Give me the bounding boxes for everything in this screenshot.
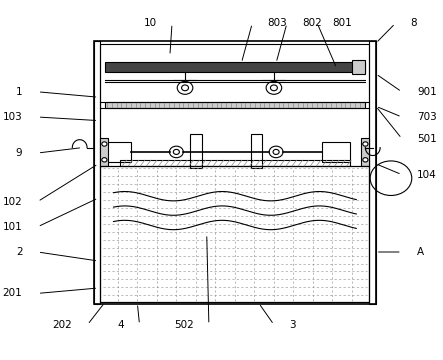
- Text: 703: 703: [417, 112, 437, 122]
- Circle shape: [363, 158, 368, 162]
- Text: 4: 4: [118, 320, 124, 330]
- Text: 3: 3: [289, 320, 296, 330]
- Circle shape: [177, 81, 193, 94]
- Bar: [101, 138, 108, 166]
- Circle shape: [273, 149, 279, 154]
- Circle shape: [182, 85, 189, 91]
- Text: 101: 101: [3, 222, 23, 232]
- Text: 202: 202: [53, 320, 72, 330]
- Text: 102: 102: [3, 197, 23, 207]
- Bar: [322, 142, 350, 162]
- Bar: [94, 41, 101, 304]
- Bar: [105, 62, 365, 72]
- Circle shape: [270, 85, 277, 91]
- Text: 103: 103: [3, 112, 23, 122]
- Text: 802: 802: [302, 18, 322, 28]
- Bar: [94, 41, 376, 304]
- Text: 901: 901: [417, 87, 437, 97]
- Bar: [352, 60, 365, 74]
- Bar: [361, 138, 369, 166]
- Circle shape: [363, 142, 368, 146]
- Circle shape: [269, 146, 283, 158]
- Text: A: A: [417, 247, 424, 257]
- Circle shape: [102, 142, 107, 146]
- Bar: [101, 166, 369, 302]
- Text: 801: 801: [332, 18, 352, 28]
- Text: 9: 9: [16, 148, 23, 158]
- Text: 8: 8: [411, 18, 417, 28]
- Bar: [105, 102, 365, 108]
- Bar: [251, 134, 262, 168]
- Bar: [190, 134, 202, 168]
- Bar: [103, 142, 131, 162]
- Bar: [369, 41, 376, 304]
- Text: 10: 10: [144, 18, 157, 28]
- Bar: [120, 160, 350, 166]
- Text: 201: 201: [3, 288, 23, 298]
- Circle shape: [102, 158, 107, 162]
- Circle shape: [266, 81, 282, 94]
- Text: 104: 104: [417, 170, 437, 180]
- Text: 803: 803: [268, 18, 287, 28]
- Circle shape: [169, 146, 183, 158]
- Text: 501: 501: [417, 134, 437, 144]
- Text: 2: 2: [16, 247, 23, 257]
- Bar: [101, 44, 369, 302]
- Circle shape: [173, 149, 179, 154]
- Text: 502: 502: [174, 320, 194, 330]
- Text: 1: 1: [16, 87, 23, 97]
